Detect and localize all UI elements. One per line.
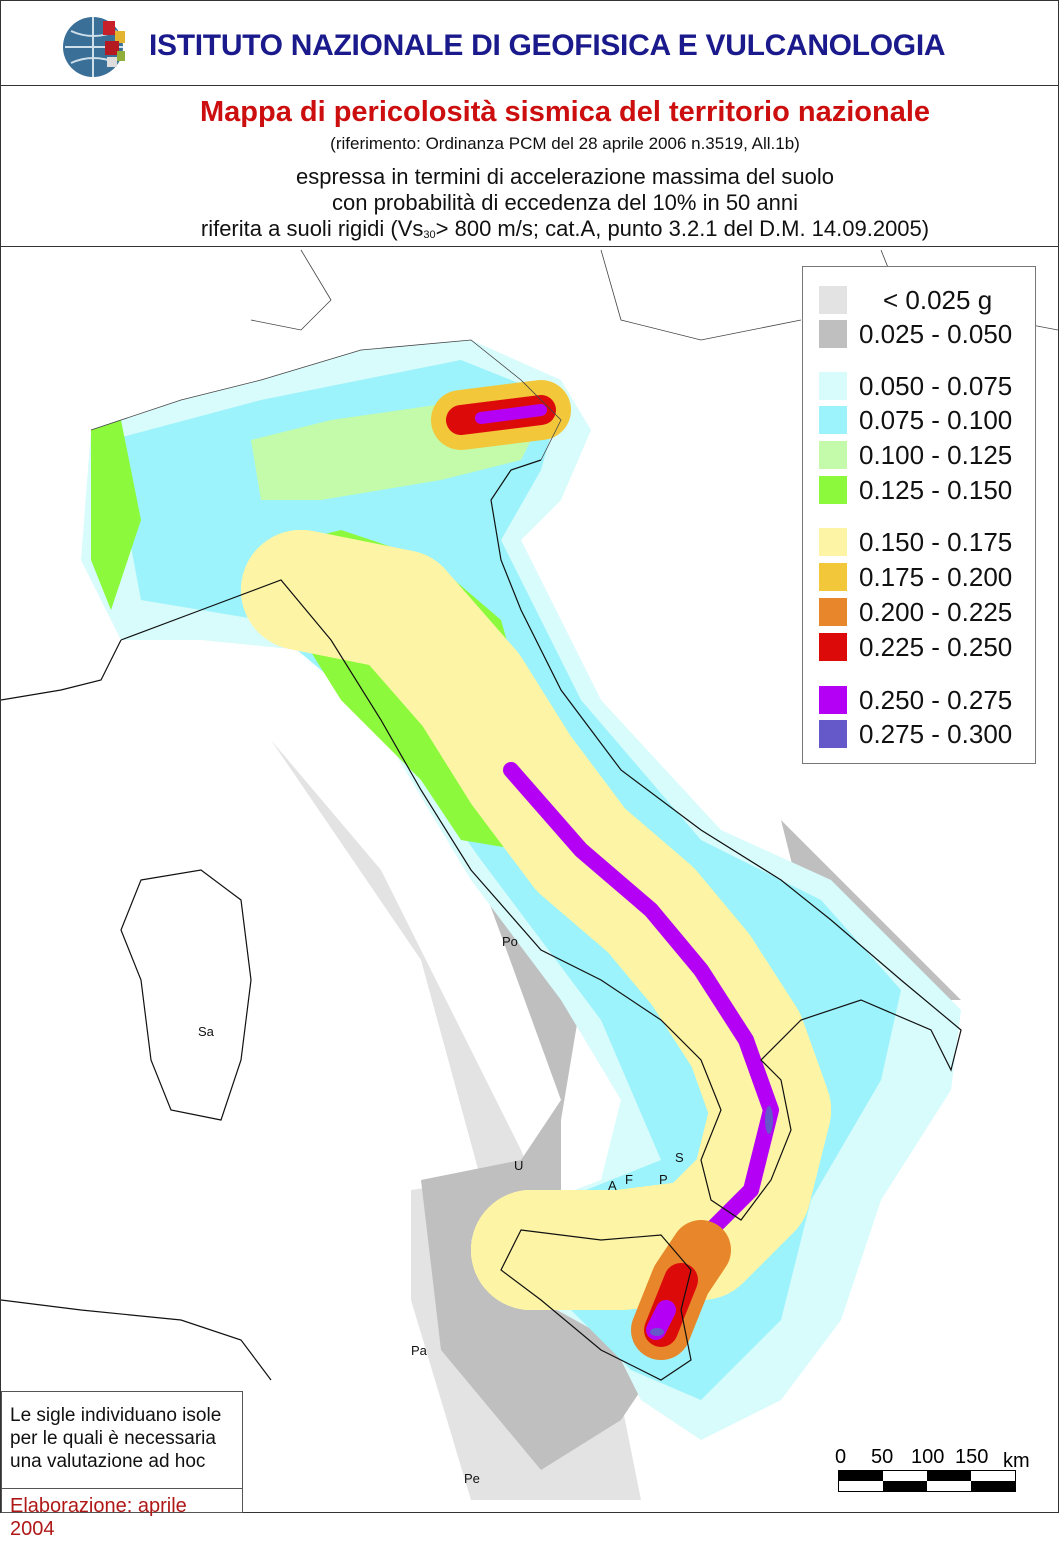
island-label-p: P	[659, 1172, 668, 1187]
legend-item: 0.250 - 0.275	[819, 685, 1012, 715]
scale-bar-graphic	[838, 1470, 1016, 1492]
legend-item: 0.025 - 0.050	[819, 319, 1012, 349]
legend-item: 0.150 - 0.175	[819, 527, 1012, 557]
legend-swatch	[819, 372, 847, 400]
legend-swatch	[819, 633, 847, 661]
island-label-f: F	[625, 1172, 633, 1187]
legend-swatch	[819, 286, 847, 314]
legend-label: 0.025 - 0.050	[859, 318, 1013, 349]
line3-a: riferita a suoli rigidi (Vs	[200, 216, 424, 241]
legend-label: 0.100 - 0.125	[859, 439, 1013, 470]
island-label-u: U	[514, 1158, 523, 1173]
legend-label: 0.050 - 0.075	[859, 370, 1013, 401]
apennine-belt	[241, 380, 831, 1360]
line3-sub: 30	[423, 229, 436, 241]
island-label-s: S	[675, 1150, 684, 1165]
legend-label: 0.075 - 0.100	[859, 404, 1013, 435]
legend-swatch	[819, 441, 847, 469]
reference-text: (riferimento: Ordinanza PCM del 28 april…	[330, 134, 800, 153]
line3-b: > 800 m/s; cat.A, punto 3.2.1 del D.M. 1…	[435, 216, 930, 241]
islands-note: Le sigle individuano isole per le quali …	[1, 1391, 243, 1540]
legend-item: 0.075 - 0.100	[819, 405, 1012, 435]
legend-label: 0.150 - 0.175	[859, 526, 1013, 557]
scale-label-150: 150	[955, 1446, 989, 1468]
friuli-peak	[475, 404, 547, 424]
legend-swatch	[819, 563, 847, 591]
sicily-peak	[646, 1300, 676, 1340]
zone-0275-0300-sicily	[650, 1328, 664, 1336]
island-label-pa: Pa	[411, 1343, 428, 1358]
ingv-logo-icon	[63, 17, 125, 77]
subtitle-line-2: con probabilità di eccedenza del 10% in …	[332, 190, 798, 215]
subtitle-line-3: riferita a suoli rigidi (Vs30> 800 m/s; …	[150, 216, 980, 248]
subtitle-line-1: espressa in termini di accelerazione mas…	[295, 164, 835, 189]
scale-label-50: 50	[871, 1446, 894, 1468]
legend-label: 0.175 - 0.200	[859, 561, 1013, 592]
island-label-po: Po	[502, 934, 518, 949]
map-title: Mappa di pericolosità sismica del territ…	[199, 96, 931, 128]
zone-0250-0275	[503, 762, 779, 1248]
note-text: Le sigle individuano isole per le quali …	[2, 1392, 242, 1489]
legend-item: 0.125 - 0.150	[819, 475, 1012, 505]
island-label-sa: Sa	[198, 1024, 215, 1039]
legend-swatch	[819, 476, 847, 504]
legend-label: 0.200 - 0.225	[859, 596, 1013, 627]
legend-item: 0.275 - 0.300	[819, 719, 1012, 749]
zone-0275-0300	[765, 1106, 773, 1134]
legend-swatch	[819, 320, 847, 348]
legend-swatch	[819, 686, 847, 714]
legend-swatch	[819, 528, 847, 556]
legend-label: 0.275 - 0.300	[859, 718, 1013, 749]
legend-item: 0.200 - 0.225	[819, 597, 1012, 627]
legend-swatch	[819, 720, 847, 748]
coastlines	[1, 459, 962, 1381]
header: ISTITUTO NAZIONALE DI GEOFISICA E VULCAN…	[1, 1, 1058, 86]
scale-label-100: 100	[911, 1446, 945, 1468]
legend-swatch	[819, 406, 847, 434]
island-labels: Po Sa U A F P S Pa Pe	[198, 934, 684, 1486]
legend-label: 0.250 - 0.275	[859, 684, 1013, 715]
legend-item: 0.175 - 0.200	[819, 562, 1012, 592]
island-label-pe: Pe	[464, 1471, 480, 1486]
legend-label: < 0.025 g	[883, 284, 993, 315]
scale-label-0: 0	[835, 1446, 847, 1468]
legend-item: < 0.025 g	[819, 285, 992, 315]
institute-name: ISTITUTO NAZIONALE DI GEOFISICA E VULCAN…	[149, 29, 946, 62]
legend-swatch	[819, 598, 847, 626]
legend-item: 0.225 - 0.250	[819, 632, 1012, 662]
legend-label: 0.225 - 0.250	[859, 631, 1013, 662]
legend: < 0.025 g 0.025 - 0.050 0.050 - 0.075 0.075…	[802, 266, 1036, 764]
scale-unit: km	[1003, 1450, 1030, 1472]
title-block: Mappa di pericolosità sismica del territ…	[0, 86, 1059, 247]
legend-item: 0.100 - 0.125	[819, 440, 1012, 470]
legend-label: 0.125 - 0.150	[859, 474, 1013, 505]
island-label-a: A	[608, 1178, 617, 1193]
hazard-map: Po Sa U A F P S Pa Pe	[1, 249, 1058, 1500]
legend-item: 0.050 - 0.075	[819, 371, 1012, 401]
elaboration-date: Elaborazione: aprile 2004	[10, 1495, 187, 1540]
scale-bar: 0 50 100 150 km	[835, 1446, 1035, 1492]
subtitle: espressa in termini di accelerazione mas…	[150, 164, 980, 248]
